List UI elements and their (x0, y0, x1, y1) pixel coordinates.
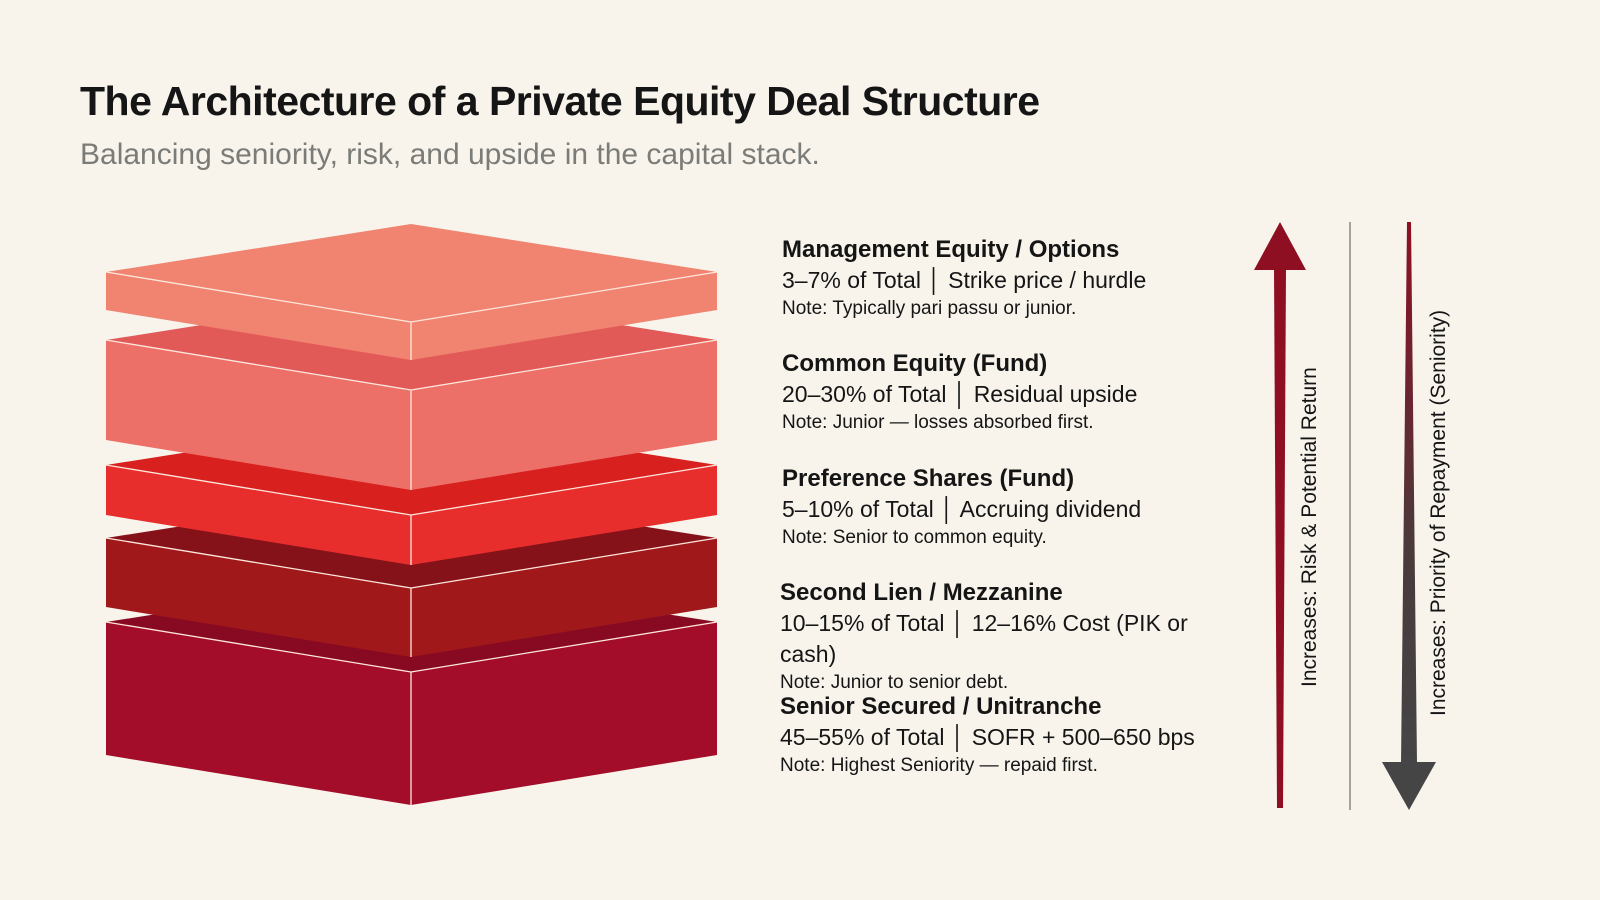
tier-name: Common Equity (Fund) (782, 350, 1048, 377)
tier-detail: 10–15% of Total │ 12–16% Cost (PIK or ca… (780, 610, 1188, 667)
tier-detail: 20–30% of Total │ Residual upside (782, 381, 1138, 407)
risk-arrow (1254, 222, 1306, 808)
tier-name: Management Equity / Options (782, 236, 1120, 263)
tier-name: Senior Secured / Unitranche (780, 693, 1102, 720)
tier-common-equity: Common Equity (Fund) 20–30% of Total │ R… (782, 349, 1242, 436)
tier-note: Note: Junior — losses absorbed first. (782, 412, 1094, 433)
tier-detail: 45–55% of Total │ SOFR + 500–650 bps (780, 724, 1195, 750)
tier-preference-shares: Preference Shares (Fund) 5–10% of Total … (782, 464, 1242, 551)
seniority-arrow (1382, 222, 1436, 810)
slab-left-face (106, 538, 411, 657)
tier-note: Note: Junior to senior debt. (780, 672, 1009, 693)
slab-top-face (106, 224, 717, 322)
tier-detail: 3–7% of Total │ Strike price / hurdle (782, 267, 1147, 293)
tier-note: Note: Senior to common equity. (782, 527, 1047, 548)
tier-note: Note: Highest Seniority — repaid first. (780, 755, 1098, 776)
slab-management-equity (105, 224, 718, 360)
slab-right-face (411, 538, 717, 657)
tier-senior-secured: Senior Secured / Unitranche 45–55% of To… (780, 692, 1240, 779)
risk-axis-label: Increases: Risk & Potential Return (1298, 367, 1321, 687)
page-subtitle: Balancing seniority, risk, and upside in… (80, 138, 820, 171)
slab-right-face (411, 465, 717, 565)
slab-right-face (411, 622, 717, 805)
slab-right-face (411, 272, 717, 360)
slab-left-face (106, 272, 411, 360)
page-title: The Architecture of a Private Equity Dea… (80, 78, 1040, 124)
tier-name: Preference Shares (Fund) (782, 465, 1075, 492)
tier-detail: 5–10% of Total │ Accruing dividend (782, 496, 1142, 522)
slab-left-face (106, 465, 411, 565)
seniority-axis-label: Increases: Priority of Repayment (Senior… (1427, 309, 1450, 716)
tier-second-lien: Second Lien / Mezzanine 10–15% of Total … (780, 578, 1240, 696)
tier-note: Note: Typically pari passu or junior. (782, 298, 1077, 319)
slab-left-face (106, 622, 411, 805)
tier-management-equity: Management Equity / Options 3–7% of Tota… (782, 235, 1242, 322)
tier-name: Second Lien / Mezzanine (780, 579, 1063, 606)
